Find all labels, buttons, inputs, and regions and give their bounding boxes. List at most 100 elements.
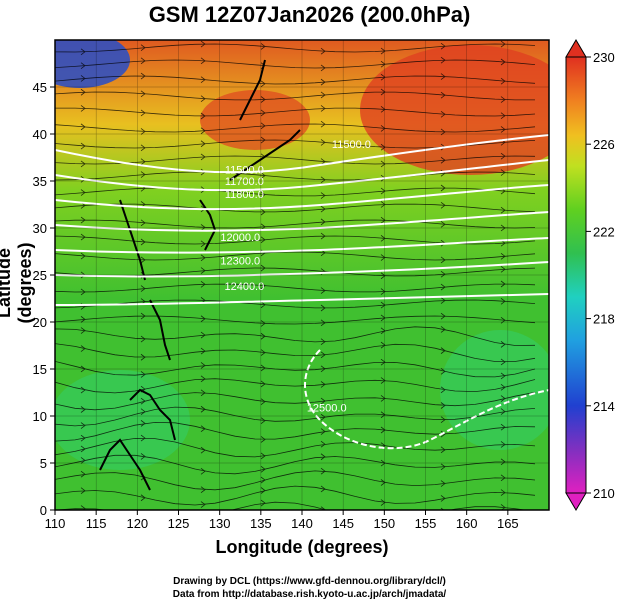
- cool-region-tropics-west: [55, 370, 190, 470]
- streamline-arrow: [200, 254, 206, 262]
- streamline-arrow: [380, 377, 386, 384]
- streamline: [55, 391, 536, 411]
- streamline: [55, 378, 536, 394]
- streamline-arrow: [260, 43, 266, 50]
- colorbar-tick-226: 226: [593, 137, 615, 152]
- streamline: [55, 283, 536, 293]
- height-contours: [55, 134, 549, 450]
- streamline: [55, 315, 536, 325]
- streamline-arrow: [140, 312, 146, 320]
- colorbar-top-arrow: [565, 39, 587, 58]
- streamline-arrow: [200, 362, 206, 369]
- streamline-arrow: [260, 487, 266, 494]
- coastlines: [99, 59, 301, 491]
- streamline-arrow: [80, 88, 86, 96]
- streamline-arrow: [380, 288, 386, 295]
- streamline-arrow: [440, 386, 446, 394]
- streamline: [55, 360, 536, 378]
- streamline-arrow: [260, 465, 266, 473]
- x-tick-135: 135: [250, 516, 272, 531]
- streamline-arrow: [200, 95, 206, 103]
- streamline-arrow: [200, 267, 206, 274]
- y-tick-35: 35: [33, 174, 47, 189]
- x-tick-145: 145: [332, 516, 354, 531]
- streamline-arrow: [200, 40, 206, 48]
- streamline-arrow: [440, 156, 446, 164]
- grid: [54, 40, 549, 511]
- streamline-arrow: [80, 233, 86, 241]
- streamline-arrow: [260, 332, 266, 340]
- streamline-arrow: [80, 365, 86, 373]
- contour-label-3: 12000.0: [220, 232, 260, 244]
- streamline-arrow: [260, 96, 266, 103]
- streamline-arrow: [380, 272, 386, 280]
- streamline-arrow: [260, 349, 266, 356]
- streamline-arrow: [200, 446, 206, 454]
- streamline-arrow: [320, 304, 326, 312]
- streamline-arrow: [80, 189, 86, 196]
- streamline-arrow: [320, 453, 326, 461]
- streamline-arrow: [320, 397, 326, 405]
- streamline-arrow: [440, 347, 446, 354]
- streamline-arrow: [380, 314, 386, 322]
- contour-labels: 11500.011700.011800.012000.012300.012400…: [220, 139, 371, 414]
- streamline-arrow: [500, 395, 506, 402]
- streamline: [55, 91, 535, 101]
- x-tick-150: 150: [373, 516, 395, 531]
- streamline-arrow: [320, 381, 326, 388]
- streamline-arrow: [440, 256, 446, 264]
- streamline-arrow: [440, 416, 446, 423]
- streamline-arrow: [260, 236, 266, 244]
- streamline-arrow: [440, 368, 446, 375]
- streamline-arrow: [320, 139, 326, 146]
- streamline-arrow: [200, 375, 206, 383]
- streamline-arrow: [440, 446, 446, 454]
- x-tick-165: 165: [497, 516, 519, 531]
- streamline-arrow: [200, 280, 206, 288]
- streamline-arrow: [440, 73, 446, 80]
- streamline-arrow: [200, 140, 206, 148]
- streamline-arrow: [380, 187, 386, 195]
- streamline: [55, 171, 536, 181]
- streamline-arrow: [200, 315, 206, 323]
- x-axis-label: Longitude (degrees): [215, 537, 389, 557]
- streamline-arrow: [200, 153, 206, 161]
- streamline-arrow: [260, 320, 266, 327]
- streamline-arrow: [80, 62, 86, 69]
- streamline-arrow: [140, 158, 146, 166]
- colorbar-tick-218: 218: [593, 312, 615, 327]
- streamline-arrow: [440, 110, 446, 118]
- colorbar-ticks: 210 214 218 222 226 230: [586, 50, 615, 501]
- streamline-arrow: [320, 440, 326, 448]
- streamline-arrow: [140, 434, 146, 442]
- streamline-arrow: [500, 358, 506, 366]
- colorbar-tick-230: 230: [593, 50, 615, 65]
- contour-label-1: 11700.0: [225, 176, 264, 188]
- streamline-arrow: [320, 120, 326, 128]
- streamline-arrow: [80, 445, 86, 453]
- streamline-arrow: [80, 422, 86, 429]
- y-tick-0: 0: [40, 503, 47, 518]
- streamline-arrow: [140, 256, 146, 264]
- streamline: [55, 107, 536, 117]
- streamline-arrow: [320, 158, 326, 165]
- streamline-arrow: [200, 405, 206, 413]
- streamline-arrow: [380, 459, 386, 467]
- streamline-arrow: [440, 430, 446, 438]
- streamline-arrow: [320, 351, 326, 359]
- colorbar-tick-222: 222: [593, 224, 615, 239]
- streamline-arrow: [320, 218, 326, 226]
- streamline-arrow: [500, 253, 506, 260]
- streamline-arrow: [200, 347, 206, 355]
- streamline-arrow: [440, 312, 446, 320]
- streamline-arrow: [500, 341, 506, 348]
- streamline-arrow: [140, 171, 146, 178]
- streamline-arrow: [380, 60, 386, 68]
- cool-region-tropics-east: [440, 330, 549, 450]
- streamline-arrow: [140, 453, 146, 460]
- streamline-arrow: [140, 72, 146, 80]
- streamline-arrow: [80, 327, 86, 334]
- streamline-arrow: [440, 507, 445, 510]
- streamline-arrow: [380, 216, 386, 224]
- streamline-arrow: [140, 397, 146, 405]
